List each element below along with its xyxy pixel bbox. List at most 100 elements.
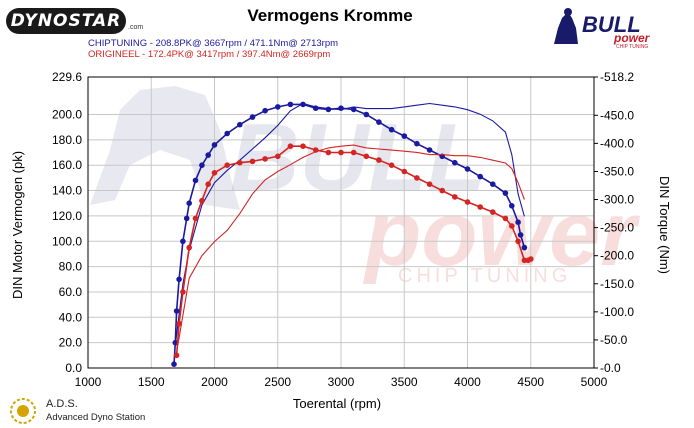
data-point-origineel-power bbox=[325, 149, 332, 156]
data-point-origineel-power bbox=[502, 215, 509, 222]
y-left-tick-label: 200.0 bbox=[52, 108, 82, 122]
data-point-chiptuning-power bbox=[452, 159, 458, 166]
y-right-tick-label: -200.0 bbox=[600, 249, 634, 263]
data-point-chiptuning-power bbox=[180, 238, 186, 245]
x-tick-label: 2000 bbox=[201, 375, 228, 389]
data-point-chiptuning-power bbox=[176, 276, 182, 283]
bullpower-logo: BULL power CHIP TUNING bbox=[554, 8, 651, 50]
x-tick-label: 3000 bbox=[328, 375, 355, 389]
data-point-origineel-power bbox=[515, 238, 521, 245]
data-point-origineel-power bbox=[300, 143, 306, 149]
series-line-origineel-torque bbox=[177, 144, 525, 346]
data-point-chiptuning-power bbox=[490, 181, 496, 187]
chart-title: Vermogens Kromme bbox=[247, 6, 413, 25]
data-point-origineel-power bbox=[205, 181, 211, 187]
data-point-chiptuning-power bbox=[300, 101, 306, 108]
y-left-tick-label: 0.0 bbox=[65, 361, 82, 375]
data-point-chiptuning-power bbox=[477, 173, 484, 180]
data-point-chiptuning-power bbox=[224, 130, 230, 137]
bullpower-logo-sub: power bbox=[613, 31, 651, 45]
y-left-tick-label: 229.6 bbox=[52, 70, 82, 84]
data-point-chiptuning-power bbox=[509, 203, 515, 209]
x-axis-label: Toerental (rpm) bbox=[293, 396, 381, 411]
legend-chiptuning: CHIPTUNING - 208.8PK@ 3667rpm / 471.1Nm@… bbox=[88, 38, 339, 49]
bull-figure-icon bbox=[554, 12, 578, 44]
x-tick-label: 3500 bbox=[391, 375, 418, 389]
data-point-origineel-power bbox=[211, 170, 218, 176]
y-left-tick-label: 120.0 bbox=[52, 209, 82, 223]
data-point-origineel-power bbox=[490, 209, 496, 215]
data-point-origineel-power bbox=[237, 159, 243, 166]
data-point-chiptuning-power bbox=[205, 152, 211, 158]
data-point-origineel-power bbox=[477, 204, 484, 210]
data-point-chiptuning-power bbox=[192, 177, 199, 184]
y-right-tick-label: -250.0 bbox=[600, 221, 634, 235]
plot-frame bbox=[87, 76, 595, 369]
y-right-tick-label: -400.0 bbox=[600, 136, 634, 150]
data-point-chiptuning-power bbox=[211, 142, 218, 148]
data-point-chiptuning-power bbox=[350, 106, 357, 113]
data-point-chiptuning-power bbox=[426, 147, 433, 153]
data-point-chiptuning-power bbox=[464, 166, 471, 172]
data-point-origineel-power bbox=[363, 153, 370, 160]
data-point-chiptuning-power bbox=[186, 200, 192, 206]
data-point-origineel-power bbox=[464, 199, 471, 205]
x-tick-label: 2500 bbox=[264, 375, 291, 389]
legend-origineel: ORIGINEEL - 172.4PK@ 3417rpm / 397.4Nm@ … bbox=[88, 49, 331, 60]
y-right-tick-label: -300.0 bbox=[600, 193, 634, 207]
data-point-origineel-power bbox=[192, 215, 199, 222]
y-right-tick-label: -0.0 bbox=[600, 361, 621, 375]
data-point-chiptuning-power bbox=[237, 121, 243, 128]
data-point-origineel-power bbox=[180, 289, 186, 295]
y-right-tick-label: -450.0 bbox=[600, 108, 634, 122]
data-point-chiptuning-power bbox=[363, 111, 370, 118]
y-left-axis-label: DIN Motor Vermogen (pk) bbox=[10, 151, 25, 299]
data-point-origineel-power bbox=[376, 157, 382, 163]
y-left-tick-label: 180.0 bbox=[52, 133, 82, 147]
data-point-origineel-power bbox=[173, 352, 180, 359]
ads-logo-icon bbox=[10, 398, 36, 424]
data-point-chiptuning-power bbox=[183, 215, 190, 222]
y-left-tick-label: 20.0 bbox=[59, 336, 83, 350]
data-point-origineel-power bbox=[249, 158, 256, 165]
series-line-chiptuning-torque bbox=[174, 102, 525, 346]
data-point-origineel-power bbox=[199, 197, 205, 204]
y-left-tick-label: 160.0 bbox=[52, 158, 82, 172]
data-point-origineel-power bbox=[452, 194, 458, 200]
data-point-chiptuning-power bbox=[515, 219, 521, 225]
bullpower-logo-name: BULL bbox=[582, 12, 641, 37]
data-point-origineel-power bbox=[509, 223, 515, 229]
data-point-chiptuning-power bbox=[414, 140, 420, 147]
bullpower-logo-tagline: CHIP TUNING bbox=[616, 44, 648, 50]
data-point-origineel-power bbox=[275, 153, 281, 160]
watermark-bull-icon bbox=[90, 86, 240, 210]
x-tick-label: 1500 bbox=[138, 375, 165, 389]
x-tick-label: 4500 bbox=[517, 375, 544, 389]
ads-title: A.D.S. bbox=[46, 398, 78, 410]
y-left-tick-label: 100.0 bbox=[52, 234, 82, 248]
data-point-origineel-power bbox=[388, 162, 395, 168]
data-point-chiptuning-power bbox=[171, 361, 177, 368]
data-point-chiptuning-power bbox=[262, 107, 268, 114]
data-point-origineel-power bbox=[338, 149, 344, 156]
data-point-origineel-power bbox=[439, 187, 446, 194]
y-right-axis-label: DIN Torque (Nm) bbox=[657, 176, 672, 274]
y-right-tick-label: -350.0 bbox=[600, 164, 634, 178]
data-point-origineel-power bbox=[401, 168, 408, 175]
data-point-chiptuning-power bbox=[199, 162, 205, 168]
data-point-chiptuning-power bbox=[517, 232, 524, 238]
data-point-origineel-power bbox=[528, 256, 534, 262]
chart-series bbox=[171, 101, 534, 368]
data-point-origineel-power bbox=[262, 156, 268, 162]
data-point-chiptuning-power bbox=[173, 308, 180, 314]
data-point-chiptuning-power bbox=[521, 244, 528, 251]
x-tick-label: 1000 bbox=[75, 375, 102, 389]
data-point-origineel-power bbox=[350, 149, 357, 156]
data-point-chiptuning-power bbox=[249, 114, 256, 120]
data-point-origineel-power bbox=[176, 320, 182, 327]
dynostar-logo: DYNOSTAR bbox=[6, 8, 126, 34]
ads-subtitle: Advanced Dyno Station bbox=[46, 412, 146, 423]
data-point-chiptuning-power bbox=[275, 104, 281, 110]
